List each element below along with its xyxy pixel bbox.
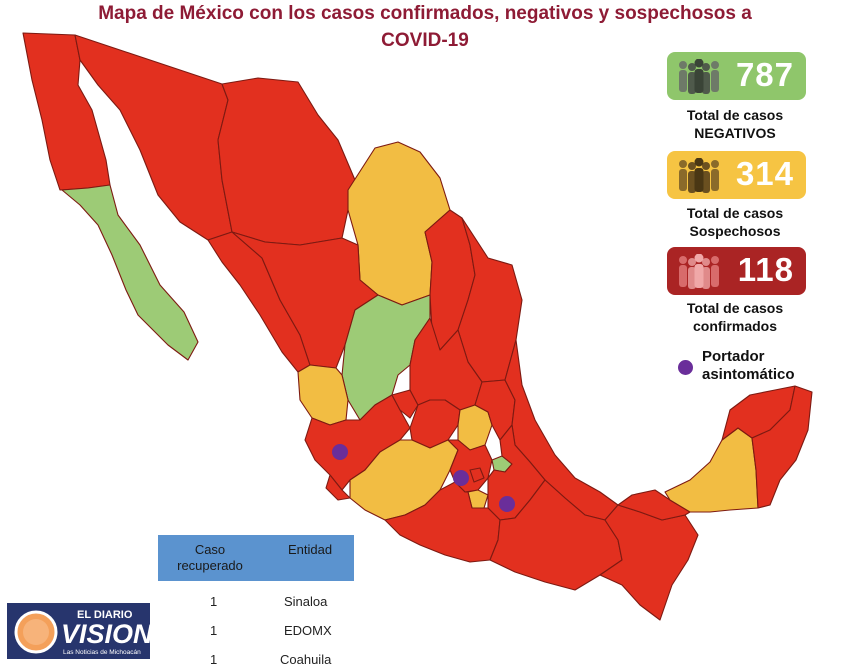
suspected-cases-badge: 314 [667,151,806,199]
table-header-cases: Caso recuperado [170,542,250,574]
confirmed-label: Total de casos confirmados [660,299,810,335]
table-cell-count: 1 [210,594,217,609]
table-header-cases-line2: recuperado [170,558,250,574]
table-row: 1 Coahuila [158,645,354,672]
suspected-label-line1: Total de casos [660,204,810,222]
map-title-line2: COVID-19 [0,27,850,54]
logo-line3: Las Noticias de Michoacán [63,649,141,656]
confirmed-label-line1: Total de casos [660,299,810,317]
negative-label-line2: NEGATIVOS [660,124,810,142]
people-group-icon [675,59,723,95]
table-cell-entity: EDOMX [284,623,332,638]
suspected-label: Total de casos Sospechosos [660,204,810,240]
el-diario-vision-logo: EL DIARIO VISION Las Noticias de Michoac… [7,603,150,659]
asymptomatic-marker-puebla [499,496,515,512]
people-group-icon [675,254,723,290]
table-row: 1 Sinaloa [158,587,354,616]
negative-count: 787 [736,56,794,94]
map-title: Mapa de México con los casos confirmados… [0,0,850,54]
asymptomatic-marker-jalisco [332,444,348,460]
table-cell-count: 1 [210,652,217,667]
negative-label-line1: Total de casos [660,106,810,124]
region-campeche [665,428,758,512]
recovered-cases-table: Caso recuperado Entidad 1 Sinaloa 1 EDOM… [158,535,354,672]
people-group-icon [675,158,723,194]
table-row: 1 EDOMX [158,616,354,645]
table-header-entity: Entidad [270,542,350,558]
asymptomatic-marker-michoacan [453,470,469,486]
region-chihuahua [218,78,355,245]
map-title-line1: Mapa de México con los casos confirmados… [0,0,850,27]
negative-cases-badge: 787 [667,52,806,100]
logo-line2: VISION [61,619,150,649]
asymptomatic-legend-label: Portador asintomático [702,348,795,384]
asymptomatic-legend-line1: Portador [702,348,795,366]
asymptomatic-legend-dot [678,360,693,375]
confirmed-count: 118 [738,251,794,289]
table-header: Caso recuperado Entidad [158,535,354,581]
vision-logo-mark: EL DIARIO VISION Las Noticias de Michoac… [7,603,150,659]
suspected-label-line2: Sospechosos [660,222,810,240]
table-cell-entity: Sinaloa [284,594,327,609]
confirmed-label-line2: confirmados [660,317,810,335]
table-cell-count: 1 [210,623,217,638]
asymptomatic-legend-line2: asintomático [702,366,795,384]
region-nayarit [298,365,348,425]
suspected-count: 314 [736,155,794,193]
table-header-cases-line1: Caso [170,542,250,558]
confirmed-cases-badge: 118 [667,247,806,295]
table-cell-entity: Coahuila [280,652,331,667]
negative-label: Total de casos NEGATIVOS [660,106,810,142]
